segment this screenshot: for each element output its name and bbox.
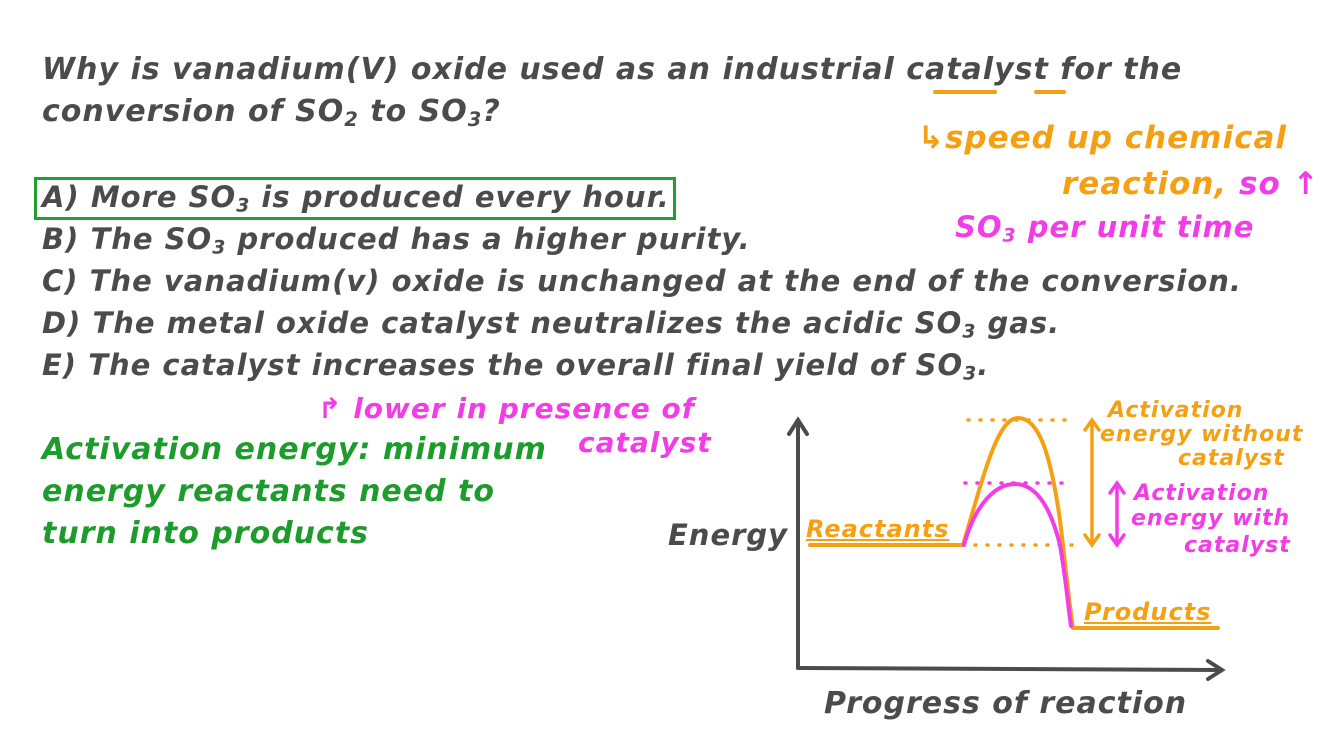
option-text: gas. <box>976 306 1061 340</box>
catalysed-curve <box>962 481 1073 628</box>
ea-without-label-2: energy without <box>1100 422 1304 447</box>
question-line-2: conversion of SO2 to SO3? <box>42 94 501 131</box>
products-label: Products <box>1084 598 1212 626</box>
catalyst-note-line-3: SO3 per unit time <box>955 210 1254 247</box>
option-text: More SO <box>90 180 237 214</box>
option-text: The SO <box>90 222 213 256</box>
ea-with-label-2: energy with <box>1131 506 1291 531</box>
option-c[interactable]: C) The vanadium(v) oxide is unchanged at… <box>42 264 1242 298</box>
question-line-1: Why is vanadium(V) oxide used as an indu… <box>42 52 1183 87</box>
option-letter: A) <box>42 180 80 214</box>
option-b[interactable]: B) The SO3 produced has a higher purity. <box>42 222 751 259</box>
option-letter: B) <box>42 222 80 256</box>
definition-line-1: Activation energy: minimum <box>42 432 547 467</box>
option-letter: D) <box>42 306 82 340</box>
catalyst-note-line-1: ↳speed up chemical <box>918 120 1288 156</box>
definition-line-2: energy reactants need to <box>42 474 495 509</box>
catalyst-note-so-up: so ↑ <box>1239 166 1320 202</box>
option-text: produced has a higher purity. <box>226 222 751 256</box>
dotted-guides <box>963 418 1074 547</box>
subscript: 3 <box>962 321 977 343</box>
ea-without-label-1: Activation <box>1108 398 1244 423</box>
option-e[interactable]: E) The catalyst increases the overall fi… <box>42 348 989 385</box>
option-text: The catalyst increases the overall final… <box>88 348 964 382</box>
option-text: . <box>977 348 990 382</box>
option-a[interactable]: A) More SO3 is produced every hour. <box>42 180 670 217</box>
subscript: 3 <box>963 363 978 385</box>
axes <box>787 416 1226 681</box>
option-letter: C) <box>42 264 79 298</box>
ea-without-label-3: catalyst <box>1178 446 1285 471</box>
subscript: 3 <box>1002 225 1017 247</box>
option-text: is produced every hour. <box>250 180 670 214</box>
question-text: conversion of SO <box>42 94 345 129</box>
y-axis-label: Energy <box>668 518 789 552</box>
option-text: The metal oxide catalyst neutralizes the… <box>92 306 963 340</box>
correct-answer-highlight <box>34 177 676 220</box>
ea-without-arrow <box>1083 416 1101 549</box>
option-text: The vanadium(v) oxide is unchanged at th… <box>89 264 1242 298</box>
ea-with-label-1: Activation <box>1134 481 1270 506</box>
question-text: ? <box>482 94 501 129</box>
lower-note-line-1: ↱ lower in presence of <box>318 392 695 425</box>
catalyst-note-reaction: reaction, <box>1062 166 1228 202</box>
catalyst-underline-2 <box>1034 90 1066 94</box>
option-d[interactable]: D) The metal oxide catalyst neutralizes … <box>42 306 1060 343</box>
subscript: 3 <box>212 237 227 259</box>
catalyst-note-text: SO <box>955 210 1003 244</box>
catalyst-note-text: per unit time <box>1016 210 1255 244</box>
subscript: 3 <box>236 195 251 217</box>
subscript: 2 <box>344 107 359 131</box>
catalyst-note-line-2: reaction, so ↑ <box>1062 166 1320 202</box>
lower-note-line-2: catalyst <box>578 426 712 459</box>
definition-line-3: turn into products <box>42 516 370 551</box>
catalyst-underline-1 <box>933 90 997 94</box>
question-text: to SO <box>358 94 468 129</box>
ea-with-label-3: catalyst <box>1184 533 1291 558</box>
x-axis-label: Progress of reaction <box>824 686 1188 721</box>
reactants-label: Reactants <box>806 515 950 543</box>
option-letter: E) <box>42 348 78 382</box>
ea-with-arrow <box>1108 479 1126 549</box>
subscript: 3 <box>467 107 483 131</box>
